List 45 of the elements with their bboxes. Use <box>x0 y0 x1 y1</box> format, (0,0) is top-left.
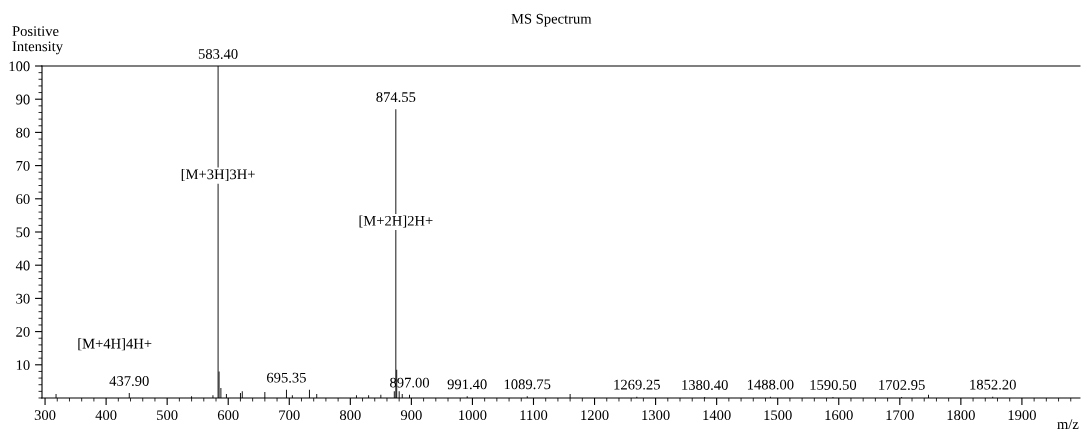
annotation: 437.90 <box>109 376 149 386</box>
x-tick-label: 1400 <box>703 410 731 421</box>
x-tick-label: 1800 <box>947 410 975 421</box>
annotation: 1702.95 <box>879 380 925 390</box>
y-tick-label: 90 <box>16 94 30 105</box>
x-tick-label: 1900 <box>1008 410 1036 421</box>
annotation: 1852.20 <box>970 379 1016 390</box>
x-tick-label: 1100 <box>520 410 548 421</box>
chart-title: MS Spectrum <box>511 13 592 27</box>
x-tick-label: 1200 <box>581 410 609 421</box>
y-tick-label: 70 <box>16 160 30 171</box>
annotation: 1590.50 <box>810 380 857 390</box>
y-tick-label: 50 <box>16 227 30 238</box>
y-tick-label: 40 <box>15 260 30 271</box>
x-tick-label: 700 <box>279 410 300 421</box>
annotation: 1380.40 <box>682 380 728 390</box>
y-tick-label: 20 <box>16 326 30 337</box>
x-tick-label: 800 <box>339 410 361 421</box>
x-tick-label: 300 <box>34 410 56 421</box>
x-tick-label: 1600 <box>825 410 853 421</box>
annotation: [M+4H]4H+ <box>78 338 152 351</box>
x-tick-label: 600 <box>217 410 239 421</box>
y-tick-label: 10 <box>16 360 30 370</box>
x-tick-label: 1700 <box>886 410 914 421</box>
x-tick-label: 400 <box>95 410 117 421</box>
x-tick-label: 500 <box>157 410 178 421</box>
x-tick-label: 1000 <box>459 410 487 421</box>
annotation: 991.40 <box>447 379 487 390</box>
y-tick-label: 60 <box>16 194 30 204</box>
annotation: 874.55 <box>376 92 416 103</box>
annotation: [M+3H]3H+ <box>181 168 255 182</box>
y-tick-label: 30 <box>16 293 30 304</box>
annotation: 695.35 <box>267 372 306 383</box>
annotation: 1488.00 <box>747 379 794 390</box>
annotation: 1269.25 <box>614 379 660 390</box>
y-tick-label: 100 <box>9 61 30 72</box>
x-axis-title: m/z <box>1057 419 1079 430</box>
annotation: 1089.75 <box>504 379 551 390</box>
x-tick-label: 900 <box>400 410 422 421</box>
y-tick-label: 80 <box>16 127 30 138</box>
annotation: [M+2H]2H+ <box>359 215 433 228</box>
x-tick-label: 1500 <box>764 410 792 421</box>
x-tick-label: 1300 <box>642 410 670 421</box>
y-axis-title: Positive Intensity <box>12 26 63 55</box>
annotation: 583.40 <box>198 49 238 59</box>
